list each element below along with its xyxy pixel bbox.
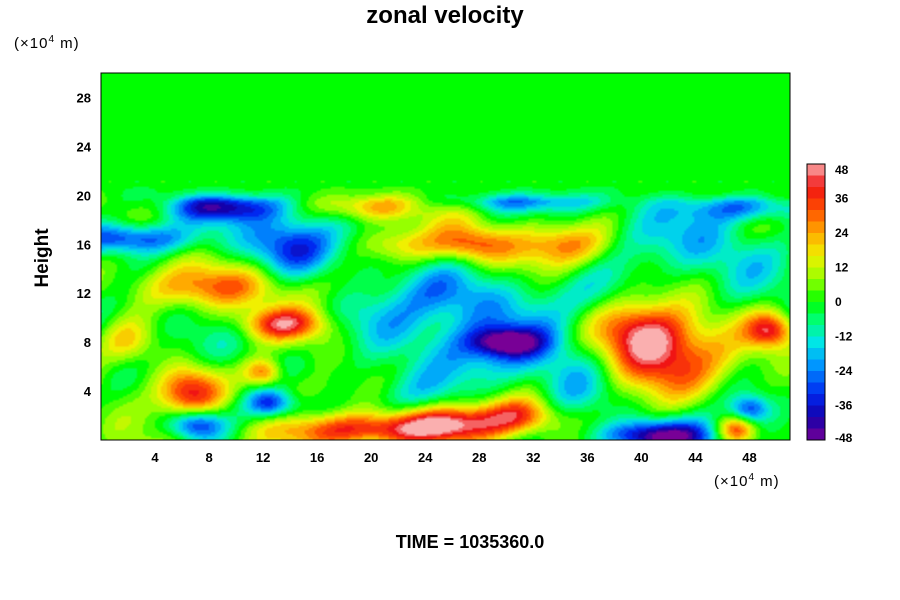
colorbar-swatch bbox=[807, 210, 825, 222]
colorbar-swatch bbox=[807, 302, 825, 314]
colorbar-swatch bbox=[807, 313, 825, 326]
x-tick-label: 40 bbox=[634, 450, 648, 465]
x-tick-label: 16 bbox=[310, 450, 324, 465]
colorbar-swatch bbox=[807, 198, 825, 211]
colorbar-swatch bbox=[807, 336, 825, 349]
x-tick-label: 32 bbox=[526, 450, 540, 465]
colorbar-tick-label: -36 bbox=[835, 399, 853, 413]
colorbar-tick-label: -24 bbox=[835, 364, 853, 378]
y-axis-ticks: 4 8 12 16 20 24 28 bbox=[77, 90, 92, 399]
x-tick-label: 24 bbox=[418, 450, 433, 465]
y-tick-label: 28 bbox=[77, 90, 91, 105]
x-unit-suffix: m) bbox=[755, 473, 780, 490]
x-axis-ticks: 4 8 12 16 20 24 28 32 36 40 44 48 bbox=[151, 450, 756, 465]
colorbar-swatch bbox=[807, 394, 825, 406]
x-tick-label: 36 bbox=[580, 450, 594, 465]
colorbar: 48 36 24 12 0 -12 -24 -36 -48 bbox=[806, 163, 853, 445]
y-axis-unit: (×104 m) bbox=[14, 34, 80, 52]
colorbar-swatch bbox=[807, 290, 825, 303]
colorbar-swatch bbox=[807, 405, 825, 418]
colorbar-swatch bbox=[807, 244, 825, 257]
y-tick-label: 4 bbox=[84, 384, 92, 399]
y-unit-base: (×10 bbox=[14, 35, 49, 52]
colorbar-swatch bbox=[807, 256, 825, 268]
colorbar-swatch bbox=[807, 267, 825, 280]
colorbar-tick-label: -48 bbox=[835, 431, 853, 445]
x-unit-base: (×10 bbox=[714, 473, 749, 490]
colorbar-tick-label: 24 bbox=[835, 226, 849, 240]
colorbar-swatch bbox=[807, 325, 825, 337]
x-tick-label: 8 bbox=[205, 450, 212, 465]
x-unit-exponent: 4 bbox=[748, 472, 756, 483]
colorbar-tick-label: 0 bbox=[835, 295, 842, 309]
x-tick-label: 4 bbox=[151, 450, 159, 465]
colorbar-swatch bbox=[807, 233, 825, 245]
colorbar-swatch bbox=[807, 417, 825, 429]
colorbar-tick-label: 48 bbox=[835, 163, 849, 177]
chart-title: zonal velocity bbox=[366, 2, 524, 29]
y-unit-suffix: m) bbox=[55, 35, 80, 52]
colorbar-swatch bbox=[807, 348, 825, 360]
y-tick-label: 24 bbox=[77, 139, 92, 154]
colorbar-tick-label: -12 bbox=[835, 330, 853, 344]
x-tick-label: 48 bbox=[742, 450, 756, 465]
colorbar-swatch bbox=[807, 382, 825, 395]
y-tick-label: 16 bbox=[77, 237, 91, 252]
colorbar-swatch bbox=[807, 175, 825, 188]
colorbar-swatch bbox=[807, 428, 825, 441]
x-tick-label: 44 bbox=[688, 450, 703, 465]
colorbar-tick-label: 36 bbox=[835, 192, 849, 206]
x-axis-unit: (×104 m) bbox=[714, 472, 780, 490]
heatmap-field bbox=[101, 73, 790, 440]
plot-frame bbox=[100, 72, 791, 441]
colorbar-swatch bbox=[807, 279, 825, 291]
time-label: TIME = 1035360.0 bbox=[395, 532, 545, 552]
y-unit-exponent: 4 bbox=[48, 34, 56, 45]
x-tick-label: 28 bbox=[472, 450, 486, 465]
colorbar-swatch bbox=[807, 221, 825, 234]
y-tick-label: 12 bbox=[77, 286, 91, 301]
x-tick-label: 20 bbox=[364, 450, 378, 465]
colorbar-swatch bbox=[807, 371, 825, 383]
colorbar-frame bbox=[806, 163, 826, 441]
plot-area bbox=[100, 72, 791, 441]
x-tick-label: 12 bbox=[256, 450, 270, 465]
y-tick-label: 8 bbox=[84, 335, 91, 350]
y-tick-label: 20 bbox=[77, 188, 91, 203]
colorbar-swatch bbox=[807, 359, 825, 372]
colorbar-swatch bbox=[807, 164, 825, 176]
colorbar-tick-label: 12 bbox=[835, 261, 849, 275]
colorbar-swatch bbox=[807, 187, 825, 199]
